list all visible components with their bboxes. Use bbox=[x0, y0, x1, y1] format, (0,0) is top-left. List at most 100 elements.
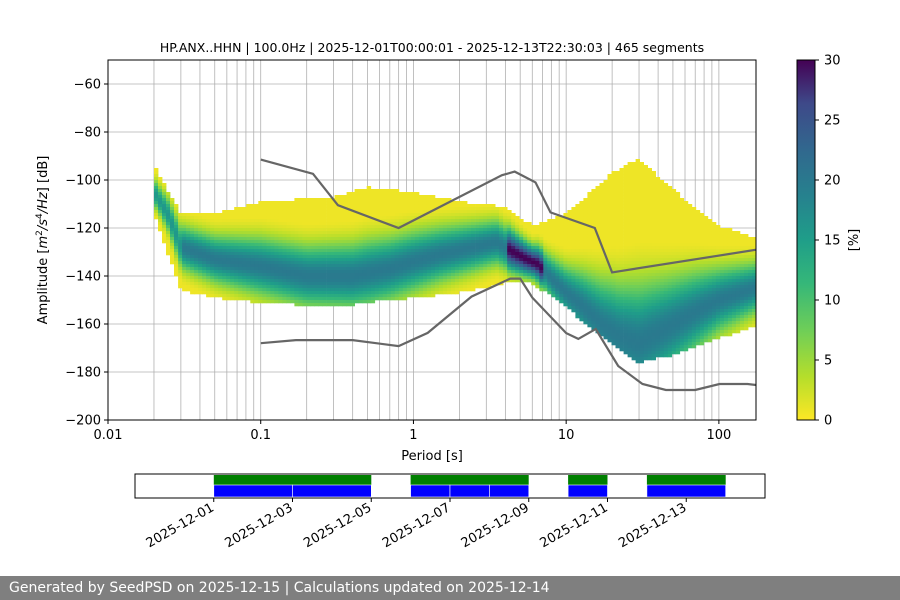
heatmap-cell bbox=[322, 276, 327, 280]
heatmap-cell bbox=[595, 198, 600, 202]
heatmap-cell bbox=[250, 234, 255, 238]
heatmap-cell bbox=[238, 222, 243, 226]
heatmap-cell bbox=[326, 234, 331, 238]
heatmap-cell bbox=[587, 303, 592, 307]
heatmap-cell bbox=[511, 234, 516, 238]
heatmap-cell bbox=[687, 300, 693, 304]
heatmap-cell bbox=[338, 252, 343, 256]
heatmap-cell bbox=[430, 228, 436, 232]
heatmap-cell bbox=[238, 207, 243, 211]
heatmap-cell bbox=[627, 165, 632, 169]
heatmap-cell bbox=[278, 273, 283, 277]
heatmap-cell bbox=[467, 222, 472, 226]
heatmap-cell bbox=[651, 234, 656, 238]
heatmap-cell bbox=[691, 315, 697, 319]
heatmap-cell bbox=[563, 231, 568, 235]
heatmap-cell bbox=[667, 237, 673, 241]
heatmap-cell bbox=[627, 306, 632, 310]
heatmap-cell bbox=[378, 240, 384, 244]
heatmap-cell bbox=[330, 270, 335, 274]
heatmap-cell bbox=[322, 300, 327, 304]
heatmap-cell bbox=[314, 300, 319, 304]
heatmap-cell bbox=[170, 243, 175, 247]
heatmap-cell bbox=[579, 273, 584, 277]
heatmap-cell bbox=[322, 210, 327, 214]
heatmap-cell bbox=[226, 297, 231, 301]
heatmap-cell bbox=[539, 279, 544, 283]
heatmap-cell bbox=[314, 231, 319, 235]
heatmap-cell bbox=[619, 177, 624, 181]
heatmap-cell bbox=[527, 255, 532, 259]
heatmap-cell bbox=[511, 213, 516, 217]
heatmap-cell bbox=[615, 240, 620, 244]
heatmap-cell bbox=[190, 279, 195, 283]
heatmap-cell bbox=[334, 216, 339, 220]
heatmap-cell bbox=[366, 225, 372, 229]
heatmap-cell bbox=[302, 210, 307, 214]
heatmap-cell bbox=[262, 246, 267, 250]
heatmap-cell bbox=[334, 231, 339, 235]
heatmap-cell bbox=[667, 339, 673, 343]
heatmap-cell bbox=[302, 294, 307, 298]
heatmap-cell bbox=[246, 249, 251, 253]
heatmap-cell bbox=[647, 180, 652, 184]
heatmap-cell bbox=[663, 333, 669, 337]
heatmap-cell bbox=[595, 267, 600, 271]
heatmap-cell bbox=[310, 291, 315, 295]
heatmap-cell bbox=[587, 270, 592, 274]
heatmap-cell bbox=[238, 243, 243, 247]
heatmap-cell bbox=[475, 234, 480, 238]
heatmap-cell bbox=[687, 270, 693, 274]
heatmap-cell bbox=[294, 204, 299, 208]
heatmap-cell bbox=[246, 264, 251, 268]
heatmap-cell bbox=[623, 264, 628, 268]
heatmap-cell bbox=[667, 354, 673, 358]
heatmap-cell bbox=[238, 288, 243, 292]
heatmap-cell bbox=[467, 231, 472, 235]
heatmap-cell bbox=[655, 279, 661, 283]
heatmap-cell bbox=[627, 255, 632, 259]
heatmap-cell bbox=[222, 279, 227, 283]
heatmap-cell bbox=[479, 231, 484, 235]
heatmap-cell bbox=[683, 261, 689, 265]
heatmap-cell bbox=[479, 270, 484, 274]
heatmap-cell bbox=[442, 288, 448, 292]
heatmap-cell bbox=[442, 207, 448, 211]
heatmap-cell bbox=[663, 345, 669, 349]
heatmap-cell bbox=[691, 225, 697, 229]
heatmap-cell bbox=[166, 243, 171, 247]
heatmap-cell bbox=[302, 216, 307, 220]
heatmap-cell bbox=[374, 228, 380, 232]
heatmap-cell bbox=[491, 246, 496, 250]
heatmap-cell bbox=[166, 198, 171, 202]
heatmap-cell bbox=[338, 240, 343, 244]
heatmap-cell bbox=[655, 291, 661, 295]
heatmap-cell bbox=[342, 210, 347, 214]
heatmap-cell bbox=[559, 240, 564, 244]
heatmap-cell bbox=[410, 282, 416, 286]
heatmap-cell bbox=[350, 258, 355, 262]
heatmap-cell bbox=[226, 258, 231, 262]
heatmap-cell bbox=[294, 303, 299, 307]
heatmap-cell bbox=[643, 336, 648, 340]
heatmap-cell bbox=[278, 276, 283, 280]
heatmap-cell bbox=[603, 330, 608, 334]
heatmap-cell bbox=[575, 267, 580, 271]
heatmap-cell bbox=[635, 219, 640, 223]
heatmap-cell bbox=[354, 207, 359, 211]
heatmap-cell bbox=[495, 216, 500, 220]
heatmap-cell bbox=[154, 189, 159, 193]
heatmap-cell bbox=[318, 300, 323, 304]
heatmap-cell bbox=[567, 255, 572, 259]
heatmap-cell bbox=[174, 216, 179, 220]
heatmap-cell bbox=[503, 252, 508, 256]
heatmap-cell bbox=[278, 249, 283, 253]
heatmap-cell bbox=[547, 237, 552, 241]
heatmap-cell bbox=[258, 288, 263, 292]
heatmap-cell bbox=[687, 231, 693, 235]
heatmap-cell bbox=[274, 237, 279, 241]
heatmap-cell bbox=[346, 303, 351, 307]
heatmap-cell bbox=[238, 234, 243, 238]
heatmap-cell bbox=[587, 246, 592, 250]
heatmap-cell bbox=[487, 240, 492, 244]
